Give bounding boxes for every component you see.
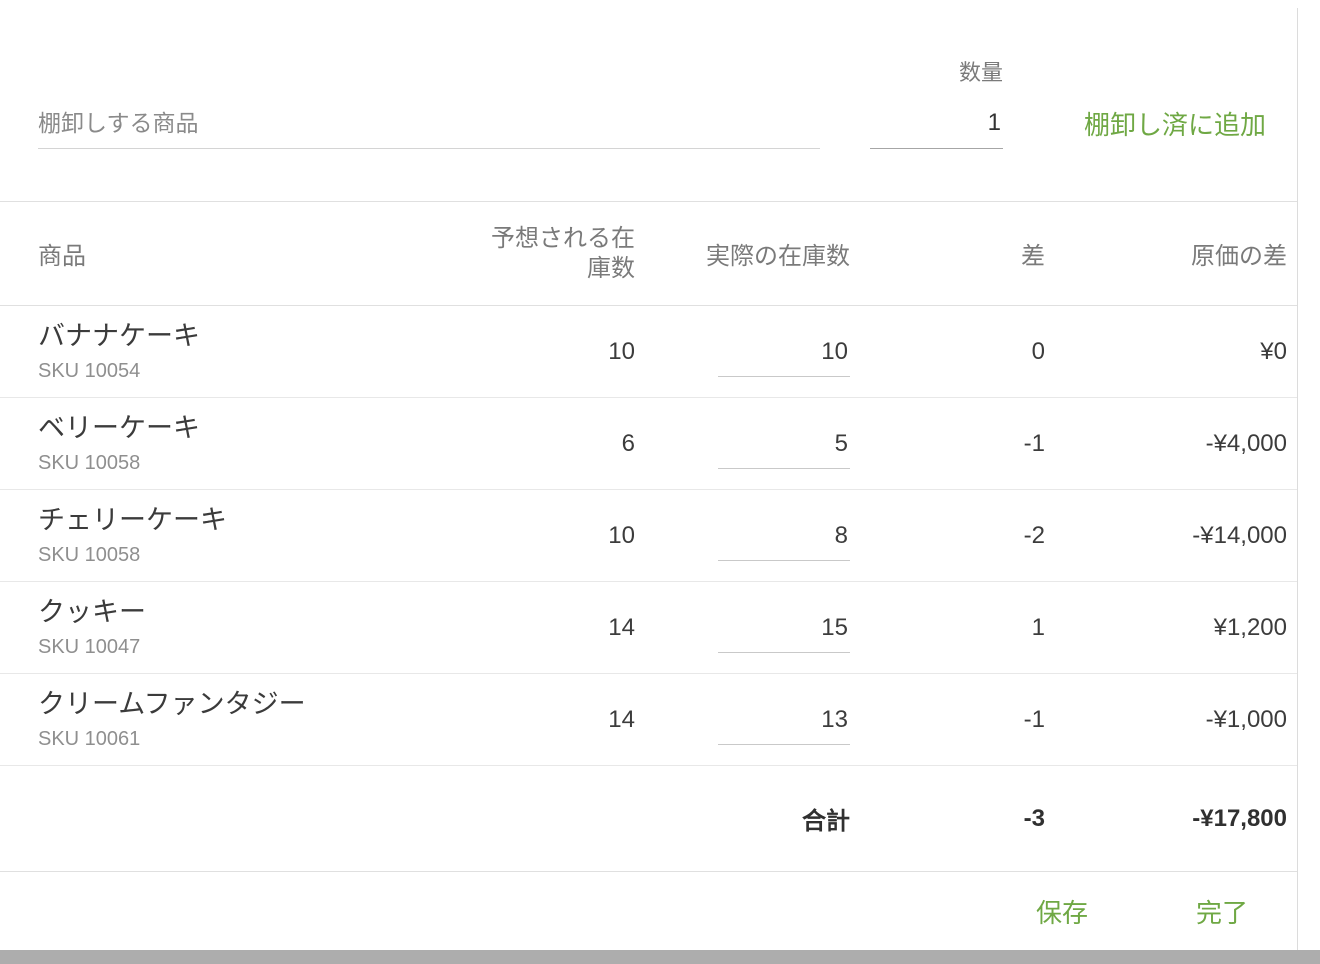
header-actual-stock: 実際の在庫数	[706, 243, 850, 270]
actual-stock-input[interactable]	[718, 706, 850, 745]
header-difference: 差	[1021, 243, 1045, 270]
header-product: 商品	[38, 243, 86, 270]
actual-stock-cell	[635, 602, 850, 653]
product-name: クリームファンタジー	[38, 688, 306, 719]
table-row: バナナケーキ SKU 10054 10 0 ¥0	[0, 306, 1297, 398]
header-cost-difference: 原価の差	[1191, 243, 1287, 270]
totals-cost-difference: -¥17,800	[1192, 804, 1287, 832]
difference-value: 1	[1031, 613, 1045, 641]
expected-stock-value: 10	[608, 337, 635, 365]
table-row: ベリーケーキ SKU 10058 6 -1 -¥4,000	[0, 398, 1297, 490]
difference-value: -2	[1023, 521, 1045, 549]
product-name: バナナケーキ	[38, 320, 200, 351]
expected-stock-value: 6	[621, 429, 635, 457]
totals-row: 合計 -3 -¥17,800	[0, 766, 1297, 872]
actual-stock-input[interactable]	[718, 430, 850, 469]
expected-stock-value: 10	[608, 521, 635, 549]
product-cell: ベリーケーキ SKU 10058	[0, 412, 435, 476]
header-expected-stock: 予想される在庫数	[491, 224, 635, 282]
totals-difference: -3	[1023, 804, 1045, 832]
product-sku: SKU 10058	[38, 451, 141, 474]
actual-stock-cell	[635, 418, 850, 469]
actual-stock-cell	[635, 694, 850, 745]
save-button[interactable]: 保存	[1034, 889, 1090, 934]
actual-stock-input[interactable]	[718, 338, 850, 377]
cost-difference-value: ¥0	[1260, 337, 1287, 365]
footer-actions: 保存 完了	[0, 872, 1297, 950]
cost-difference-value: ¥1,200	[1213, 613, 1287, 641]
expected-stock-value: 14	[608, 613, 635, 641]
bottom-strip	[0, 950, 1320, 964]
difference-value: -1	[1023, 429, 1045, 457]
product-name: チェリーケーキ	[38, 504, 227, 535]
table-row: チェリーケーキ SKU 10058 10 -2 -¥14,000	[0, 490, 1297, 582]
cost-difference-value: -¥14,000	[1192, 521, 1287, 549]
product-name: ベリーケーキ	[38, 412, 200, 443]
difference-value: -1	[1023, 705, 1045, 733]
product-cell: バナナケーキ SKU 10054	[0, 320, 435, 384]
product-cell: クッキー SKU 10047	[0, 596, 435, 660]
difference-value: 0	[1031, 337, 1045, 365]
expected-stock-value: 14	[608, 705, 635, 733]
actual-stock-cell	[635, 510, 850, 561]
item-search-input[interactable]	[38, 106, 820, 149]
product-sku: SKU 10061	[38, 727, 141, 750]
cost-difference-value: -¥1,000	[1205, 705, 1287, 733]
table-header-row: 商品 予想される在庫数 実際の在庫数 差 原価の差	[0, 201, 1297, 306]
inventory-count-card: 数量 棚卸し済に追加 商品 予想される在庫数 実際の在庫数 差 原価の差 バナナ…	[0, 8, 1298, 950]
product-name: クッキー	[38, 596, 146, 627]
done-button[interactable]: 完了	[1194, 889, 1250, 934]
totals-label: 合計	[802, 808, 850, 835]
product-cell: チェリーケーキ SKU 10058	[0, 504, 435, 568]
product-cell: クリームファンタジー SKU 10061	[0, 688, 435, 752]
quantity-input[interactable]	[870, 106, 1003, 149]
actual-stock-input[interactable]	[718, 614, 850, 653]
quantity-label: 数量	[958, 60, 1003, 85]
table-row: クッキー SKU 10047 14 1 ¥1,200	[0, 582, 1297, 674]
product-sku: SKU 10058	[38, 543, 141, 566]
add-item-form: 数量 棚卸し済に追加	[0, 8, 1297, 201]
add-to-counted-button[interactable]: 棚卸し済に追加	[1083, 110, 1266, 140]
product-sku: SKU 10047	[38, 635, 141, 658]
table-row: クリームファンタジー SKU 10061 14 -1 -¥1,000	[0, 674, 1297, 766]
actual-stock-cell	[635, 326, 850, 377]
product-sku: SKU 10054	[38, 359, 141, 382]
actual-stock-input[interactable]	[718, 522, 850, 561]
cost-difference-value: -¥4,000	[1205, 429, 1287, 457]
